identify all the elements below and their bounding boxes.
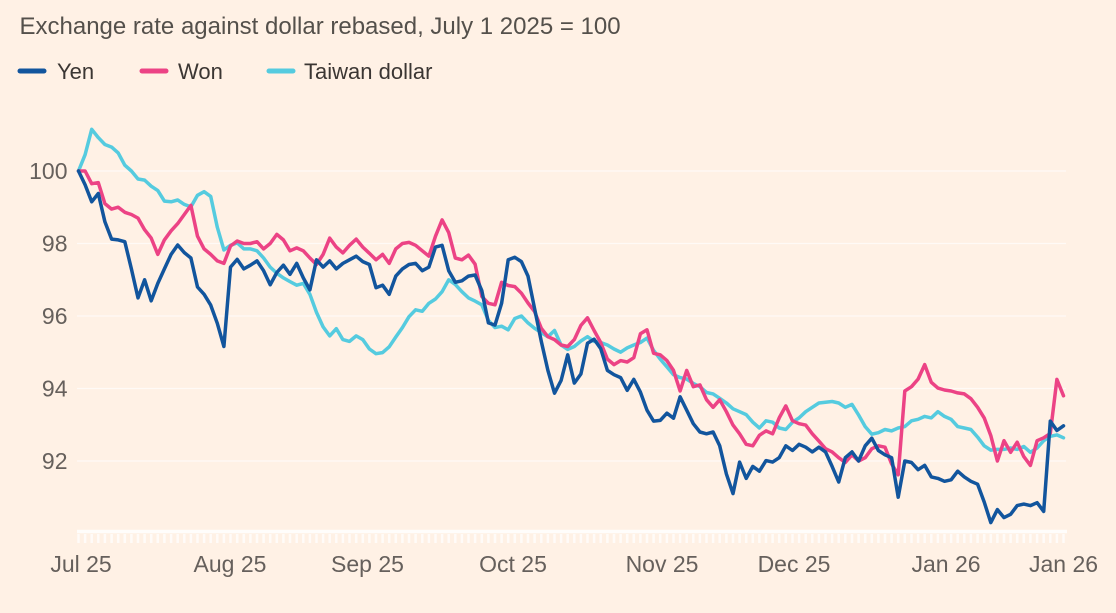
svg-text:Nov 25: Nov 25 [626,551,699,577]
svg-text:Jul 25: Jul 25 [50,551,111,577]
svg-text:94: 94 [42,376,68,402]
svg-text:Dec 25: Dec 25 [758,551,831,577]
svg-text:Sep 25: Sep 25 [331,551,404,577]
svg-text:Aug 25: Aug 25 [194,551,267,577]
svg-text:100: 100 [29,158,67,184]
svg-text:Jan 26: Jan 26 [1029,551,1098,577]
svg-text:Won: Won [178,59,223,84]
svg-text:Yen: Yen [57,59,94,84]
svg-text:Jan 26: Jan 26 [911,551,980,577]
svg-text:96: 96 [42,303,68,329]
svg-text:92: 92 [42,448,68,474]
svg-text:Exchange rate against dollar r: Exchange rate against dollar rebased, Ju… [20,13,621,40]
svg-text:Taiwan dollar: Taiwan dollar [304,59,432,84]
svg-text:Oct 25: Oct 25 [479,551,547,577]
svg-text:98: 98 [42,231,68,257]
